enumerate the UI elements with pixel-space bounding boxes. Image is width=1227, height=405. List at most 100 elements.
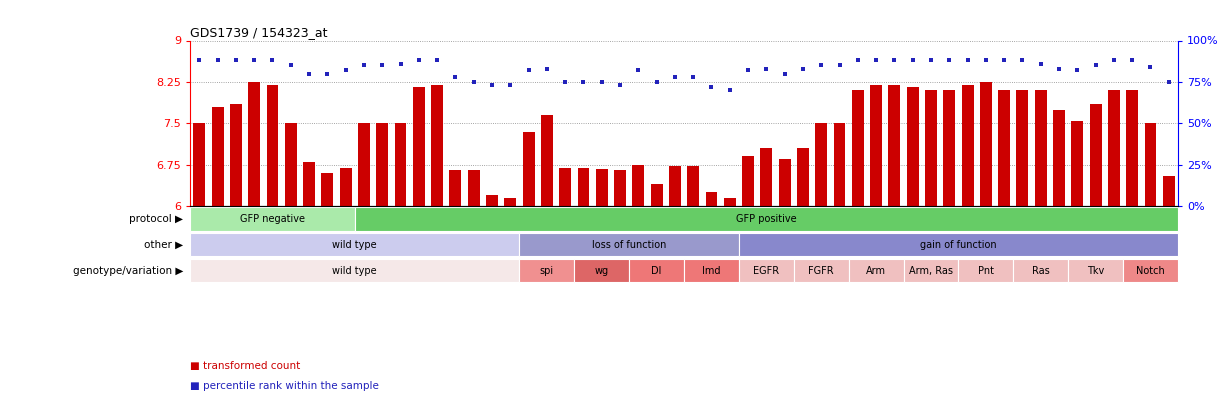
- Point: [373, 62, 393, 68]
- Text: Arm, Ras: Arm, Ras: [909, 266, 953, 276]
- Text: gain of function: gain of function: [920, 240, 996, 250]
- Bar: [266, 85, 279, 206]
- Point: [591, 79, 611, 85]
- Point: [281, 62, 301, 68]
- Point: [1160, 79, 1179, 85]
- Point: [318, 70, 337, 77]
- Point: [1067, 67, 1087, 74]
- Bar: [303, 162, 315, 206]
- Point: [574, 79, 594, 85]
- Bar: [523, 132, 535, 206]
- Point: [811, 62, 831, 68]
- Point: [390, 60, 410, 67]
- Bar: [1016, 90, 1028, 206]
- Bar: [1014, 259, 1069, 282]
- Point: [702, 84, 721, 90]
- Text: FGFR: FGFR: [809, 266, 834, 276]
- Bar: [1053, 109, 1065, 206]
- Bar: [1123, 259, 1178, 282]
- Point: [355, 62, 374, 68]
- Bar: [852, 90, 864, 206]
- Point: [958, 57, 978, 64]
- Bar: [190, 259, 519, 282]
- Bar: [706, 192, 718, 206]
- Point: [501, 82, 520, 88]
- Bar: [194, 124, 205, 206]
- Bar: [779, 159, 790, 206]
- Bar: [903, 259, 958, 282]
- Point: [1141, 64, 1161, 70]
- Bar: [687, 166, 699, 206]
- Point: [921, 57, 941, 64]
- Bar: [340, 168, 352, 206]
- Text: Notch: Notch: [1136, 266, 1164, 276]
- Point: [482, 82, 502, 88]
- Bar: [798, 148, 809, 206]
- Point: [409, 57, 428, 64]
- Text: wg: wg: [595, 266, 609, 276]
- Bar: [467, 170, 480, 206]
- Text: Arm: Arm: [866, 266, 886, 276]
- Bar: [833, 124, 845, 206]
- Point: [975, 57, 995, 64]
- Bar: [742, 156, 755, 206]
- Text: other ▶: other ▶: [144, 240, 183, 250]
- Point: [903, 57, 923, 64]
- Point: [628, 67, 648, 74]
- Bar: [285, 124, 297, 206]
- Bar: [739, 233, 1178, 256]
- Bar: [541, 115, 553, 206]
- Point: [994, 57, 1014, 64]
- Bar: [377, 124, 388, 206]
- Point: [1049, 66, 1069, 72]
- Text: ■ transformed count: ■ transformed count: [190, 360, 301, 371]
- Bar: [578, 168, 589, 206]
- Bar: [614, 170, 626, 206]
- Bar: [431, 85, 443, 206]
- Bar: [870, 85, 882, 206]
- Text: wild type: wild type: [333, 266, 377, 276]
- Bar: [1108, 90, 1120, 206]
- Bar: [739, 259, 794, 282]
- Bar: [1163, 176, 1174, 206]
- Point: [683, 74, 703, 80]
- Bar: [724, 198, 736, 206]
- Text: genotype/variation ▶: genotype/variation ▶: [72, 266, 183, 276]
- Text: Dl: Dl: [652, 266, 661, 276]
- Point: [519, 67, 539, 74]
- Point: [263, 57, 282, 64]
- Bar: [794, 259, 849, 282]
- Text: spi: spi: [540, 266, 553, 276]
- Bar: [596, 168, 607, 206]
- Text: Tkv: Tkv: [1087, 266, 1104, 276]
- Bar: [560, 168, 571, 206]
- Point: [739, 67, 758, 74]
- Point: [556, 79, 575, 85]
- Bar: [412, 87, 425, 206]
- Text: ■ percentile rank within the sample: ■ percentile rank within the sample: [190, 381, 379, 391]
- Point: [774, 70, 794, 77]
- Text: GDS1739 / 154323_at: GDS1739 / 154323_at: [190, 26, 328, 39]
- Bar: [248, 82, 260, 206]
- Point: [226, 57, 245, 64]
- Point: [665, 74, 685, 80]
- Bar: [1069, 259, 1123, 282]
- Bar: [888, 85, 901, 206]
- Bar: [1145, 124, 1156, 206]
- Bar: [999, 90, 1010, 206]
- Text: GFP positive: GFP positive: [736, 214, 796, 224]
- Point: [1012, 57, 1032, 64]
- Bar: [395, 124, 406, 206]
- Bar: [815, 124, 827, 206]
- Point: [866, 57, 886, 64]
- Text: loss of function: loss of function: [591, 240, 666, 250]
- Bar: [358, 124, 369, 206]
- Point: [885, 57, 904, 64]
- Point: [1123, 57, 1142, 64]
- Bar: [449, 170, 461, 206]
- Bar: [321, 173, 334, 206]
- Point: [445, 74, 465, 80]
- Point: [848, 57, 867, 64]
- Bar: [574, 259, 629, 282]
- Bar: [632, 165, 644, 206]
